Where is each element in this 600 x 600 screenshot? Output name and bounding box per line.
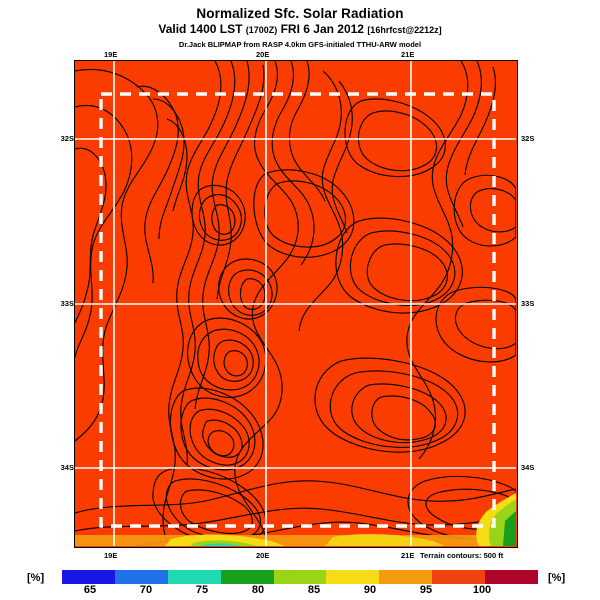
low-value-patches [75, 493, 516, 546]
colorbar-segment-6 [379, 570, 433, 584]
colorbar-segment-2 [167, 570, 221, 584]
colorbar-tick-70: 70 [139, 584, 153, 596]
lon-tick-top-21e: 21E [401, 50, 415, 59]
colorbar-segment-5 [326, 570, 380, 584]
valid-time-zulu: (1700Z) [245, 25, 278, 35]
lon-tick-top-19e: 19E [104, 50, 118, 59]
colorbar-segment-3 [220, 570, 274, 584]
colorbar-tick-85: 85 [307, 584, 321, 596]
colorbar-tick-65: 65 [83, 584, 97, 596]
lon-tick-bottom-21e: 21E [401, 551, 415, 560]
colorbar-segment-4 [273, 570, 327, 584]
lat-tick-right-33s: 33S [521, 299, 535, 308]
map-graticule [75, 61, 516, 546]
lon-tick-bottom-19e: 19E [104, 551, 118, 560]
colorbar-tick-80: 80 [251, 584, 265, 596]
lon-tick-bottom-20e: 20E [256, 551, 270, 560]
colorbar-segment-0 [62, 570, 115, 584]
terrain-contour-note: Terrain contours: 500 ft [420, 551, 504, 560]
lat-tick-right-32s: 32S [521, 134, 535, 143]
lat-tick-left-34s: 34S [60, 463, 74, 472]
lat-tick-right-34s: 34S [521, 463, 535, 472]
lat-tick-left-32s: 32S [60, 134, 74, 143]
model-attribution: Dr.Jack BLIPMAP from RASP 4.0km GFS-init… [178, 40, 422, 49]
domain-boundary-box [99, 92, 496, 528]
colorbar-tick-100: 100 [472, 584, 492, 596]
solar-radiation-map[interactable] [74, 60, 518, 548]
valid-date: FRI 6 Jan 2012 [277, 22, 368, 36]
colorbar-units-left: [%] [27, 572, 45, 584]
colorbar-units-right: [%] [548, 572, 566, 584]
forecast-stamp: [16hrfcst@2212z] [367, 25, 442, 35]
valid-time-prefix: Valid 1400 LST [158, 22, 246, 36]
valid-time-line: Valid 1400 LST (1700Z) FRI 6 Jan 2012 [1… [0, 22, 600, 38]
colorbar-tick-95: 95 [419, 584, 433, 596]
colorbar-segment-1 [114, 570, 168, 584]
page-title: Normalized Sfc. Solar Radiation [196, 6, 404, 21]
colorbar-tick-90: 90 [363, 584, 377, 596]
colorbar[interactable]: 65 70 75 80 85 90 95 100 [62, 570, 539, 596]
chart-title-block: Normalized Sfc. Solar Radiation Valid 14… [0, 6, 600, 50]
lon-tick-top-20e: 20E [256, 50, 270, 59]
colorbar-gradient [62, 570, 539, 584]
colorbar-segment-8 [485, 570, 539, 584]
lat-tick-left-33s: 33S [60, 299, 74, 308]
colorbar-segment-7 [432, 570, 486, 584]
map-contour-canvas [75, 61, 516, 546]
colorbar-tick-75: 75 [195, 584, 209, 596]
